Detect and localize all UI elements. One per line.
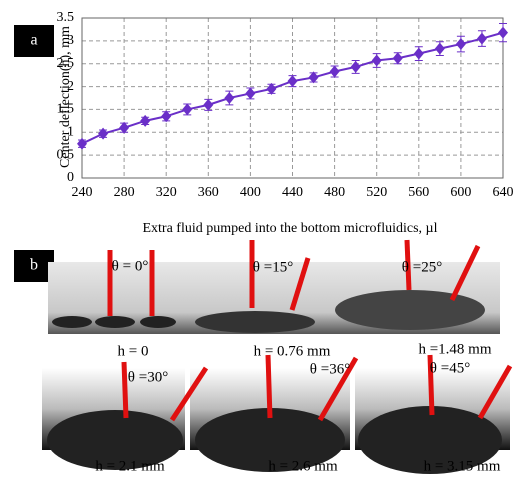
droplet [335, 290, 485, 330]
plot-frame [81, 17, 504, 179]
data-point [308, 71, 319, 84]
x-tick-label: 400 [240, 185, 261, 200]
data-point [287, 75, 298, 88]
x-tick-label: 360 [198, 185, 219, 200]
angle-caption: θ = 0° [112, 258, 149, 274]
y-tick-label: 3 [67, 33, 74, 48]
data-point [182, 103, 193, 116]
droplet [358, 406, 502, 474]
angle-caption: θ =15° [253, 259, 293, 275]
x-tick-label: 280 [114, 185, 135, 200]
data-point [455, 38, 466, 51]
height-caption: h = 0 [118, 343, 149, 359]
height-caption: h = 0.76 mm [254, 343, 331, 359]
y-axis-label: Center deflection(h), mm [58, 26, 73, 168]
x-tick-label: 440 [282, 185, 303, 200]
height-caption: h = 2.6 mm [268, 458, 338, 474]
droplet [47, 410, 183, 470]
angle-caption: θ =25° [402, 259, 442, 275]
data-point [77, 137, 87, 150]
x-tick-label: 520 [366, 185, 387, 200]
data-point [98, 127, 109, 140]
panel-label: b [30, 257, 38, 274]
droplet [195, 311, 315, 333]
height-caption: h =1.48 mm [418, 341, 491, 357]
y-tick-label: 1.5 [57, 102, 75, 117]
panel-label-box [14, 25, 54, 57]
x-tick-label: 480 [324, 185, 345, 200]
y-tick-label: 0 [67, 170, 74, 185]
data-point [119, 121, 130, 134]
height-caption: h = 3.15 mm [424, 458, 501, 474]
y-tick-label: 2 [67, 79, 74, 94]
panel-label-box [14, 250, 54, 282]
photos [42, 239, 513, 474]
angle-caption: θ =30° [128, 369, 168, 385]
data-point [203, 98, 214, 111]
droplet [195, 408, 345, 472]
y-tick-label: 0.5 [57, 147, 75, 162]
y-tick-label: 1 [67, 125, 74, 140]
x-tick-label: 600 [450, 185, 471, 200]
data-point [371, 54, 382, 67]
y-tick-label: 2.5 [57, 56, 75, 71]
x-tick-label: 640 [493, 185, 513, 200]
data-point [350, 60, 361, 73]
x-tick-label: 240 [72, 185, 93, 200]
data-point [413, 47, 424, 60]
data-point [245, 87, 256, 100]
height-caption: h = 2.1 mm [95, 458, 165, 474]
droplet [140, 316, 176, 328]
x-tick-label: 320 [156, 185, 177, 200]
data-point [140, 114, 151, 127]
x-axis-label: Extra fluid pumped into the bottom micro… [142, 221, 437, 236]
data-point [224, 92, 235, 104]
data-point [329, 65, 340, 78]
angle-caption: θ =45° [430, 360, 470, 376]
data-point [161, 110, 172, 123]
data-point [476, 32, 487, 45]
data-point [434, 42, 445, 55]
droplet [52, 316, 92, 328]
droplet [95, 316, 135, 328]
data-point [392, 52, 403, 65]
y-tick-label: 3.5 [57, 10, 75, 25]
angle-caption: θ =36° [310, 361, 350, 377]
panel-label: a [30, 32, 37, 49]
data-point [266, 82, 277, 95]
x-tick-label: 560 [408, 185, 429, 200]
data-point [498, 26, 508, 39]
contact-lines [107, 239, 513, 422]
